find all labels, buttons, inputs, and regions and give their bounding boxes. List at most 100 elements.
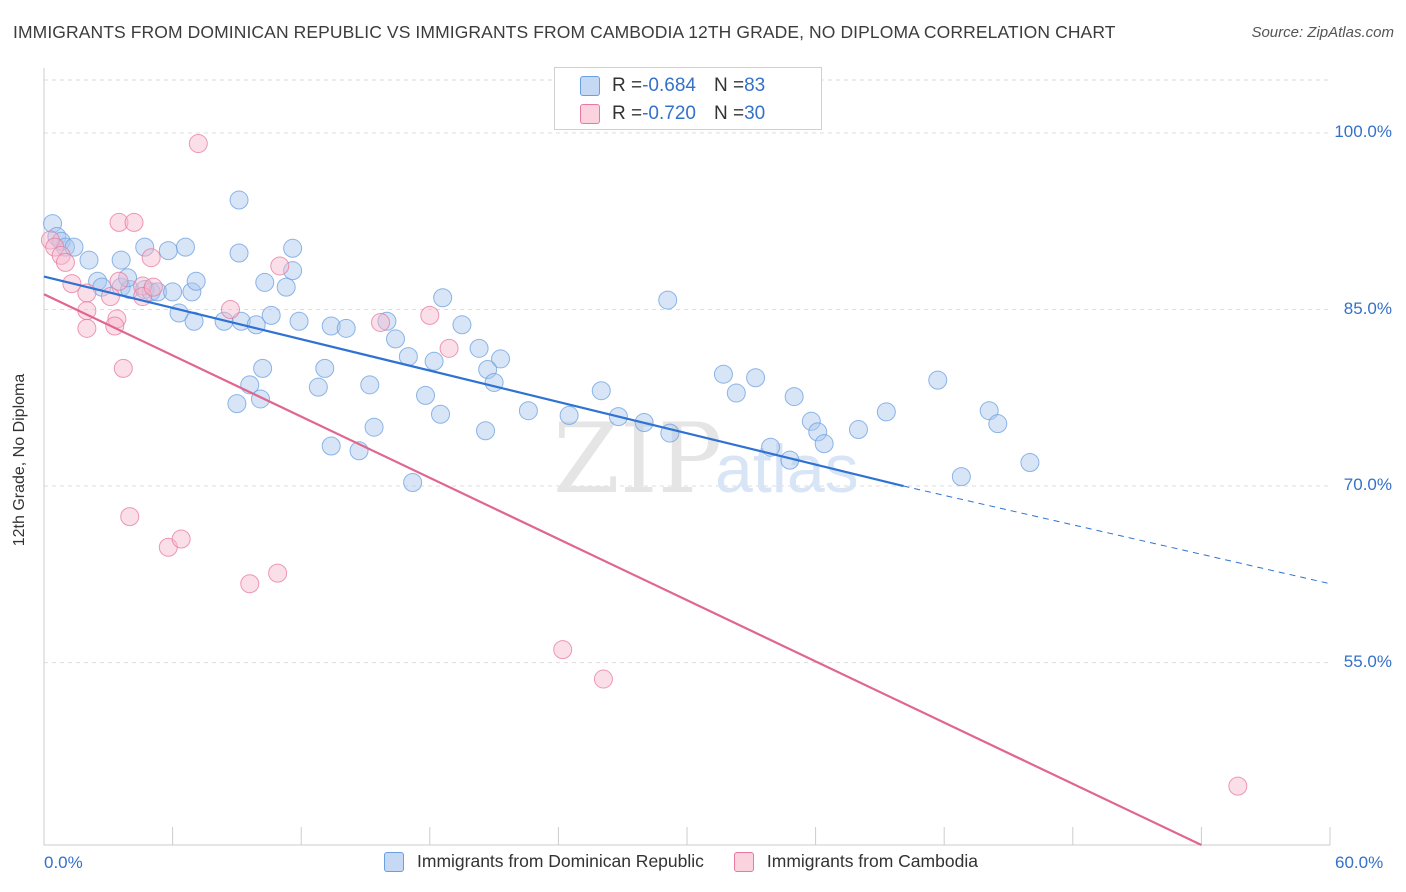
point-dominican-republic (255, 272, 275, 292)
point-dominican-republic (518, 401, 538, 421)
point-dominican-republic (43, 214, 63, 234)
point-dominican-republic (229, 243, 249, 263)
point-dominican-republic (988, 414, 1008, 434)
point-cambodia (109, 271, 129, 291)
point-dominican-republic (801, 411, 821, 431)
point-dominican-republic (491, 349, 511, 369)
trend-line-cambodia (43, 293, 1202, 846)
point-dominican-republic (227, 394, 247, 414)
source-credit: Source: ZipAtlas.com (1251, 24, 1394, 41)
point-dominican-republic (928, 370, 948, 390)
point-dominican-republic (175, 237, 195, 257)
point-dominican-republic (814, 434, 834, 454)
point-cambodia (553, 640, 573, 660)
point-dominican-republic (250, 389, 270, 409)
point-dominican-republic (315, 358, 335, 378)
point-dominican-republic (308, 377, 328, 397)
point-cambodia (371, 312, 391, 332)
point-dominican-republic (848, 420, 868, 440)
point-dominican-republic (276, 277, 296, 297)
point-cambodia (420, 305, 440, 325)
point-cambodia (141, 248, 161, 268)
point-dominican-republic (416, 385, 436, 405)
point-dominican-republic (746, 368, 766, 388)
point-dominican-republic (79, 250, 99, 270)
point-dominican-republic (469, 338, 489, 358)
stats-legend: R = -0.684 N = 83 R = -0.720 N = 30 (554, 67, 822, 130)
stats-row-cambodia: R = -0.720 N = 30 (555, 100, 765, 128)
point-dominican-republic (658, 290, 678, 310)
n-value: 30 (744, 103, 766, 124)
r-value: -0.720 (642, 103, 696, 124)
point-dominican-republic (431, 404, 451, 424)
point-dominican-republic (876, 402, 896, 422)
point-cambodia (593, 669, 613, 689)
point-cambodia (188, 134, 208, 154)
point-dominican-republic (283, 261, 303, 281)
y-tick-label: 100.0% (1334, 121, 1392, 141)
y-tick-label: 55.0% (1343, 651, 1392, 671)
y-axis-label: 12th Grade, No Diploma (11, 373, 28, 547)
point-cambodia (439, 338, 459, 358)
gridlines (44, 79, 1330, 664)
point-dominican-republic (433, 288, 453, 308)
point-cambodia (133, 276, 153, 296)
y-tick-label: 70.0% (1343, 475, 1392, 495)
r-label: R = (612, 75, 643, 96)
point-dominican-republic (1020, 453, 1040, 472)
chart-title: IMMIGRANTS FROM DOMINICAN REPUBLIC VS IM… (13, 22, 1116, 42)
point-cambodia (55, 252, 75, 272)
x-axis (43, 68, 1331, 846)
n-value: 83 (744, 75, 766, 96)
n-label: N = (713, 103, 745, 124)
point-dominican-republic (321, 316, 341, 336)
point-dominican-republic (591, 381, 611, 401)
series-legend: Immigrants from Dominican Republic Immig… (384, 851, 978, 872)
point-dominican-republic (476, 421, 496, 441)
point-dominican-republic (364, 417, 384, 437)
point-dominican-republic (182, 282, 202, 302)
point-dominican-republic (424, 351, 444, 371)
x-tick-label: 60.0% (1335, 853, 1384, 872)
r-value: -0.684 (642, 75, 696, 96)
n-label: N = (713, 75, 745, 96)
point-cambodia (240, 574, 260, 594)
point-dominican-republic (336, 318, 356, 338)
point-dominican-republic (403, 473, 423, 493)
legend-label-dominican: Immigrants from Dominican Republic (417, 851, 704, 871)
point-dominican-republic (186, 271, 206, 291)
trend-extension-dominican-republic (903, 485, 1331, 585)
point-cambodia (268, 563, 288, 583)
point-dominican-republic (951, 467, 971, 487)
point-dominican-republic (283, 238, 303, 258)
trend-lines (43, 275, 1331, 846)
legend-swatch-dominican (384, 851, 404, 872)
point-cambodia (1228, 776, 1248, 796)
point-cambodia (270, 256, 290, 276)
point-dominican-republic (559, 405, 579, 425)
point-cambodia (113, 358, 133, 378)
legend-swatch-cambodia (733, 851, 754, 872)
point-dominican-republic (135, 237, 155, 257)
point-cambodia (171, 529, 191, 549)
point-dominican-republic (713, 364, 733, 384)
point-dominican-republic (158, 241, 178, 261)
r-label: R = (612, 103, 643, 124)
point-dominican-republic (377, 311, 397, 331)
legend-label-cambodia: Immigrants from Cambodia (766, 851, 978, 871)
x-tick-label: 0.0% (44, 853, 83, 872)
point-dominican-republic (229, 190, 249, 210)
stats-row-dominican: R = -0.684 N = 83 (555, 72, 765, 100)
point-dominican-republic (726, 383, 746, 403)
y-tick-label: 85.0% (1343, 298, 1392, 318)
point-cambodia (220, 300, 240, 319)
point-dominican-republic (163, 282, 183, 302)
point-dominican-republic (253, 358, 273, 378)
point-cambodia (124, 212, 144, 232)
point-dominican-republic (808, 422, 828, 442)
point-dominican-republic (321, 436, 341, 456)
point-cambodia (120, 507, 140, 527)
data-points (40, 134, 1248, 796)
point-dominican-republic (452, 315, 472, 335)
